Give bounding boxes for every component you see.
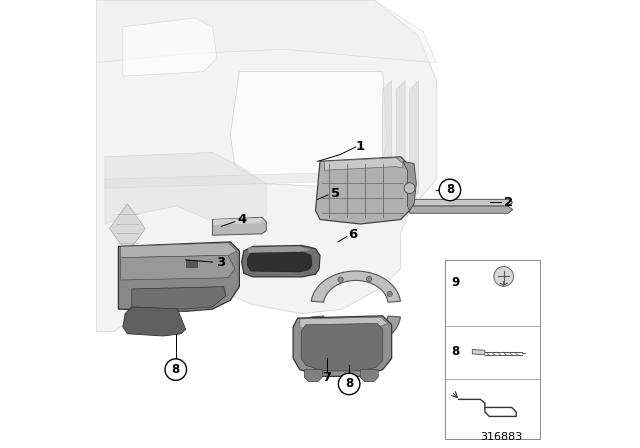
Polygon shape [311, 271, 401, 302]
Circle shape [165, 359, 186, 380]
Polygon shape [242, 246, 320, 277]
Text: 8: 8 [446, 183, 454, 197]
Text: 3: 3 [216, 255, 225, 269]
Polygon shape [109, 204, 145, 253]
Circle shape [404, 183, 415, 194]
Polygon shape [123, 18, 217, 76]
Bar [186, 260, 197, 267]
Text: 8: 8 [451, 345, 460, 358]
Polygon shape [301, 323, 383, 371]
Polygon shape [123, 307, 186, 336]
Text: 7: 7 [322, 370, 332, 384]
Polygon shape [105, 152, 266, 224]
Polygon shape [403, 161, 417, 211]
Polygon shape [410, 81, 419, 202]
Polygon shape [212, 217, 266, 235]
Polygon shape [324, 158, 403, 170]
Polygon shape [316, 157, 410, 224]
Polygon shape [230, 72, 387, 188]
Circle shape [439, 179, 461, 201]
Circle shape [387, 291, 392, 297]
Polygon shape [118, 242, 239, 311]
Polygon shape [96, 0, 436, 63]
Polygon shape [132, 287, 226, 309]
Text: 6: 6 [349, 228, 358, 241]
Circle shape [367, 276, 372, 282]
Polygon shape [410, 199, 513, 206]
Polygon shape [293, 316, 392, 376]
Text: 1: 1 [356, 140, 365, 154]
Text: 4: 4 [237, 213, 246, 226]
Polygon shape [311, 316, 401, 347]
Text: 316883: 316883 [480, 432, 523, 442]
Polygon shape [383, 81, 392, 202]
Circle shape [338, 277, 343, 282]
Polygon shape [396, 81, 405, 202]
Polygon shape [248, 251, 312, 272]
Text: 2: 2 [504, 196, 513, 209]
Polygon shape [96, 0, 436, 332]
Polygon shape [410, 206, 513, 213]
Polygon shape [121, 243, 237, 258]
Polygon shape [248, 246, 311, 253]
Polygon shape [300, 317, 388, 328]
Polygon shape [105, 170, 414, 188]
Polygon shape [213, 218, 264, 225]
Polygon shape [472, 349, 485, 355]
Text: 8: 8 [172, 363, 180, 376]
Text: 8: 8 [345, 377, 353, 391]
Polygon shape [305, 370, 323, 382]
Polygon shape [121, 255, 235, 280]
Circle shape [494, 267, 513, 286]
FancyBboxPatch shape [445, 260, 540, 439]
Text: 5: 5 [331, 187, 340, 200]
Polygon shape [360, 370, 378, 382]
Text: 9: 9 [451, 276, 460, 289]
Circle shape [339, 373, 360, 395]
